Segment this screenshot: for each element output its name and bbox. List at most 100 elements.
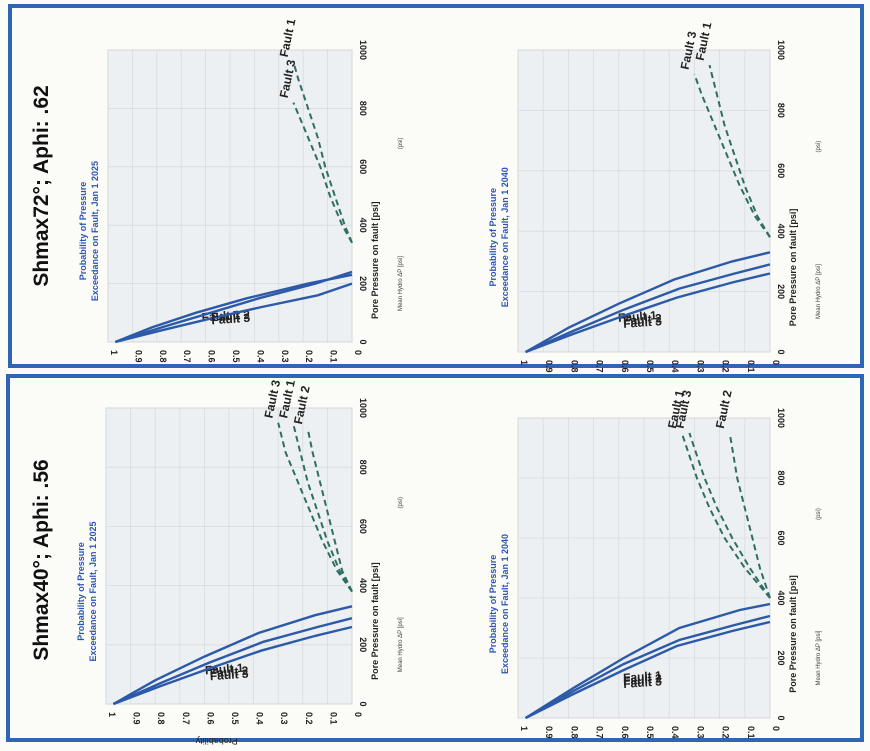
- series-label: Fault 1: [204, 661, 244, 678]
- footnote-unit: (psi): [398, 497, 404, 509]
- panel-frame-bottom: [6, 374, 864, 742]
- tick-label-prob: 0.4: [670, 726, 680, 739]
- tick-label-prob: 0: [771, 726, 781, 731]
- axis-label-pressure: Pore Pressure on fault [psi]: [788, 209, 798, 327]
- tick-label-prob: 0.5: [230, 712, 240, 725]
- tick-label-prob: 1: [519, 360, 529, 365]
- charts-layer: 0 0.1 0.2 0.3 0.4 0.5 0.6 0.7 0.8 0.9 1 0 200 400 600 8…: [76, 17, 822, 746]
- series-line-fault-3-dashed: [693, 73, 771, 238]
- series-line-fault-3-solid: [525, 272, 771, 354]
- series-line-fault-1-dashed: [708, 64, 771, 238]
- series-line-fault-1-dashed: [292, 61, 353, 244]
- tick-label-pressure: 0: [358, 339, 368, 344]
- series-label: Fault 2: [623, 311, 663, 328]
- tick-label-prob: 0.6: [620, 360, 630, 373]
- tick-label-prob: 0.8: [156, 712, 166, 725]
- series-label: Fault 3: [209, 667, 249, 684]
- series-line-fault-3-dashed: [277, 422, 353, 593]
- series-line-fault-1-dashed: [680, 432, 771, 599]
- axis-label-probability: Probability: [195, 736, 238, 746]
- series-line-fault-3-solid: [112, 625, 353, 706]
- footnote: Mean Hydro ΔP [psi]: [816, 630, 822, 685]
- tick-label-prob: 0: [353, 712, 363, 717]
- series-line-fault-3-solid: [115, 282, 353, 344]
- series-line-fault-3-dashed: [688, 432, 771, 599]
- series-label: Fault 1: [623, 668, 663, 685]
- chart-title-line1: Probability of Pressure: [76, 542, 86, 641]
- series-line-fault-2-solid: [114, 270, 353, 344]
- tick-label-prob: 0.2: [721, 360, 731, 373]
- tick-label-prob: 0.6: [205, 712, 215, 725]
- series-label: Fault 3: [623, 674, 663, 691]
- footnote: Mean Hydro ΔP [psi]: [398, 256, 404, 311]
- tick-label-prob: 0.5: [645, 360, 655, 373]
- tick-label-prob: 0.1: [746, 726, 756, 739]
- panel-title-bottom: Shmax40°; Aphi: .56: [30, 459, 53, 660]
- footnote-unit: (psi): [398, 138, 404, 150]
- series-line-fault-1-solid: [112, 605, 353, 706]
- tick-label-prob: 0.8: [569, 726, 579, 739]
- tick-label-pressure: 600: [358, 159, 368, 174]
- tick-label-prob: 0.3: [695, 360, 705, 373]
- series-line-fault-2-dashed: [306, 428, 353, 592]
- tick-label-prob: 0.3: [280, 350, 290, 363]
- chart-title-line1: Probability of Pressure: [78, 182, 88, 281]
- footnote: Mean Hydro ΔP [psi]: [816, 264, 822, 319]
- chart-title-line1: Probability of Pressure: [488, 555, 498, 654]
- tick-label-pressure: 1000: [358, 398, 368, 418]
- tick-label-prob: 0.3: [695, 726, 705, 739]
- series-line-fault-3-dashed: [292, 102, 353, 244]
- tick-label-prob: 0.5: [645, 726, 655, 739]
- series-line-fault-2-dashed: [728, 432, 771, 599]
- tick-label-prob: 0.7: [181, 712, 191, 725]
- tick-label-prob: 0.4: [255, 712, 265, 725]
- tick-label-prob: 0.4: [670, 360, 680, 373]
- series-label: Fault 1: [618, 308, 658, 325]
- tick-label-pressure: 400: [776, 224, 786, 239]
- panel-frame-top: [8, 4, 864, 368]
- tick-label-pressure: 200: [776, 284, 786, 299]
- series-line-fault-1-solid: [525, 251, 771, 354]
- tick-label-pressure: 200: [358, 637, 368, 652]
- tick-label-pressure: 200: [776, 650, 786, 665]
- chart-title-line2: Exceedance on Fault, Jan 1 2025: [90, 161, 100, 301]
- chart-2: 0 0.1 0.2 0.3 0.4 0.5 0.6 0.7 0.8 0.9 1 0 200 400 600 8…: [488, 21, 822, 373]
- tick-label-prob: 0.8: [569, 360, 579, 373]
- series-label: Fault 3: [623, 314, 663, 331]
- tick-label-prob: 0.2: [721, 726, 731, 739]
- tick-label-prob: 0.1: [328, 712, 338, 725]
- tick-label-pressure: 600: [776, 163, 786, 178]
- tick-label-pressure: 200: [358, 276, 368, 291]
- chart-title-line2: Exceedance on Fault, Jan 1 2040: [500, 534, 510, 674]
- series-label: Fault 3: [211, 311, 251, 328]
- chart-1: 0 0.1 0.2 0.3 0.4 0.5 0.6 0.7 0.8 0.9 1 0 200 400 600 8…: [78, 17, 404, 362]
- axis-label-pressure: Pore Pressure on fault [psi]: [370, 201, 380, 319]
- tick-label-pressure: 1000: [776, 40, 786, 60]
- tick-label-prob: 0.6: [620, 726, 630, 739]
- tick-label-pressure: 800: [358, 460, 368, 475]
- tick-label-pressure: 400: [358, 218, 368, 233]
- tick-label-pressure: 0: [358, 701, 368, 706]
- chart-title-line2: Exceedance on Fault, Jan 1 2025: [88, 521, 98, 661]
- tick-label-pressure: 1000: [358, 40, 368, 60]
- tick-label-prob: 0.5: [231, 350, 241, 363]
- series-line-fault-2-solid: [525, 263, 771, 354]
- chart-3: 0 0.1 0.2 0.3 0.4 0.5 0.6 0.7 0.8 0.9 1 0 200 400 600 8…: [76, 378, 404, 746]
- tick-label-prob: 0.8: [158, 350, 168, 363]
- series-line-fault-2-solid: [112, 617, 353, 706]
- tick-label-prob: 0: [771, 360, 781, 365]
- tick-label-prob: 0.7: [182, 350, 192, 363]
- tick-label-prob: 0.3: [279, 712, 289, 725]
- chart-4: 0 0.1 0.2 0.3 0.4 0.5 0.6 0.7 0.8 0.9 1 0 200 400 600 8…: [488, 389, 822, 739]
- tick-label-prob: 0: [353, 350, 363, 355]
- axis-label-pressure: Pore Pressure on fault [psi]: [788, 575, 798, 693]
- series-label: Fault 2: [623, 671, 663, 688]
- panel-title-top: Shmax72°; Aphi: .62: [30, 85, 53, 286]
- chart-title-line1: Probability of Pressure: [488, 188, 498, 287]
- chart-title-line2: Exceedance on Fault, Jan 1 2040: [500, 167, 510, 307]
- tick-label-prob: 0.1: [329, 350, 339, 363]
- tick-label-prob: 0.7: [595, 360, 605, 373]
- tick-label-pressure: 800: [358, 101, 368, 116]
- footnote: Mean Hydro ΔP [psi]: [398, 617, 404, 672]
